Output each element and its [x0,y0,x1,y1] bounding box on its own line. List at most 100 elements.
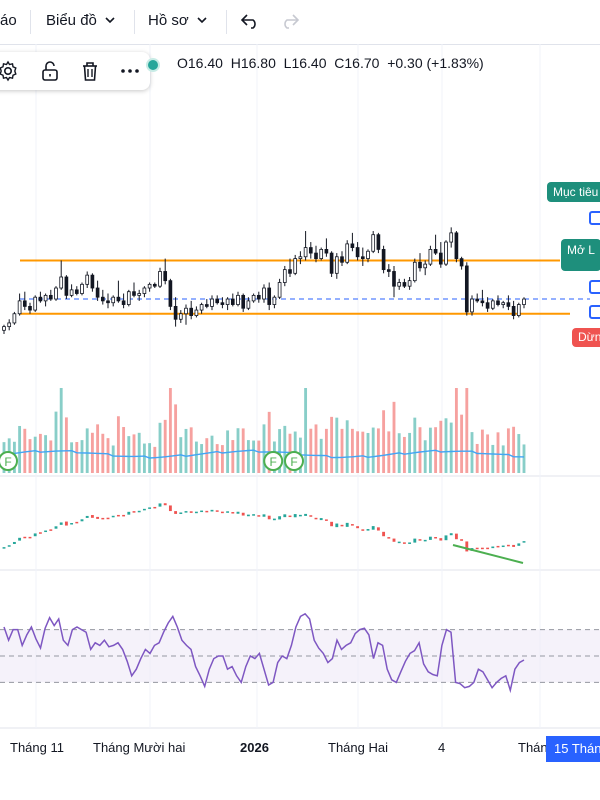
momentum-bar [506,544,510,547]
momentum-bar [288,515,292,518]
candle-body [522,298,526,305]
candle-body [355,247,360,258]
toolbar-partial-item[interactable]: áo [0,12,17,29]
candle-body [288,269,292,274]
volume-bar [345,420,349,473]
candle-body [220,302,225,305]
ohlc-close: C16.70 [334,55,380,71]
undo-icon [240,14,256,29]
candle-body [490,300,495,309]
volume-bar [142,443,146,473]
candle-body [334,256,339,274]
momentum-bar [413,538,417,543]
candle-body [210,298,214,307]
candle-body [402,282,407,287]
volume-bar [340,428,344,473]
candle-body [116,296,121,302]
current-date-badge[interactable]: 15 Tháng [546,736,600,762]
unlock-icon[interactable] [38,59,62,83]
candle-body [22,300,27,307]
momentum-bar [111,515,115,518]
momentum-bar [168,505,172,512]
stop-tag[interactable]: Dừn [572,328,600,347]
momentum-bar [501,545,505,548]
entry-handle-top[interactable] [589,280,600,294]
momentum-bar [101,517,105,520]
momentum-bar [205,510,209,513]
momentum-bar [465,541,469,552]
momentum-bar [257,515,261,517]
candle-body [444,241,448,265]
volume-bar [54,411,58,473]
momentum-bar [70,523,74,525]
momentum-bar [106,517,110,520]
momentum-bar [283,514,287,518]
event-marker-label: F [290,455,297,469]
target-handle[interactable] [589,211,600,225]
momentum-bar [23,536,27,539]
volume-bar [122,427,126,473]
entry-handle-bottom[interactable] [589,305,600,319]
momentum-bar [200,510,204,513]
volume-bar [200,444,204,473]
ohlc-legend: O16.40 H16.80 L16.40 C16.70 +0.30 (+1.83… [177,55,484,71]
redo-button[interactable] [280,12,300,34]
momentum-bar [137,510,141,513]
candle-body [163,271,168,282]
momentum-bar [252,514,256,516]
volume-bar [413,417,417,473]
candle-body [69,289,74,296]
momentum-bar [304,513,308,516]
candle-body [272,296,277,305]
candle-body [152,283,157,287]
momentum-bar [163,503,167,506]
candle-body [418,261,422,269]
candle-body [506,302,511,307]
settings-icon[interactable] [0,59,20,83]
redo-icon [284,14,300,29]
divergence-trendline [452,544,524,564]
volume-bar [314,424,318,473]
candle-body [100,296,105,302]
volume-bar [501,445,505,473]
volume-bar [356,431,360,473]
volume-ma-line [3,449,525,459]
candle-body [246,300,251,309]
momentum-bar [2,547,6,549]
more-icon[interactable] [118,59,142,83]
momentum-bar [423,539,427,542]
profile-menu-button[interactable]: Hồ sơ [148,12,207,29]
momentum-bar [7,545,11,547]
candle-body [215,298,220,304]
volume-bar [392,401,396,473]
momentum-bar [75,521,79,524]
candle-body [438,252,443,265]
chart-menu-label: Biểu đồ [46,12,97,29]
event-marker-circle [263,451,284,471]
momentum-bar [122,514,126,517]
momentum-bar [226,511,230,513]
x-axis-label: 2026 [240,740,269,755]
volume-bar [252,440,256,473]
volume-bar [189,427,193,473]
momentum-bar [350,524,354,526]
momentum-bar [210,509,214,512]
momentum-bar [335,523,339,528]
volume-bar [402,436,406,473]
momentum-bar [85,515,89,518]
ohlc-open: O16.40 [177,55,223,71]
ohlc-high: H16.80 [230,55,276,71]
target-tag[interactable]: Mục tiêu [547,182,600,202]
candle-body [111,296,116,304]
undo-button[interactable] [240,12,260,34]
x-axis-label: Tháng Mười hai [93,740,186,755]
entry-tag[interactable]: Mở L [561,239,600,271]
volume-bar [496,432,500,473]
trash-icon[interactable] [78,59,102,83]
volume-bar [475,443,479,473]
chart-menu-button[interactable]: Biểu đồ [46,12,115,29]
candle-body [303,247,308,258]
momentum-bar [49,529,53,531]
momentum-bar [314,517,318,520]
